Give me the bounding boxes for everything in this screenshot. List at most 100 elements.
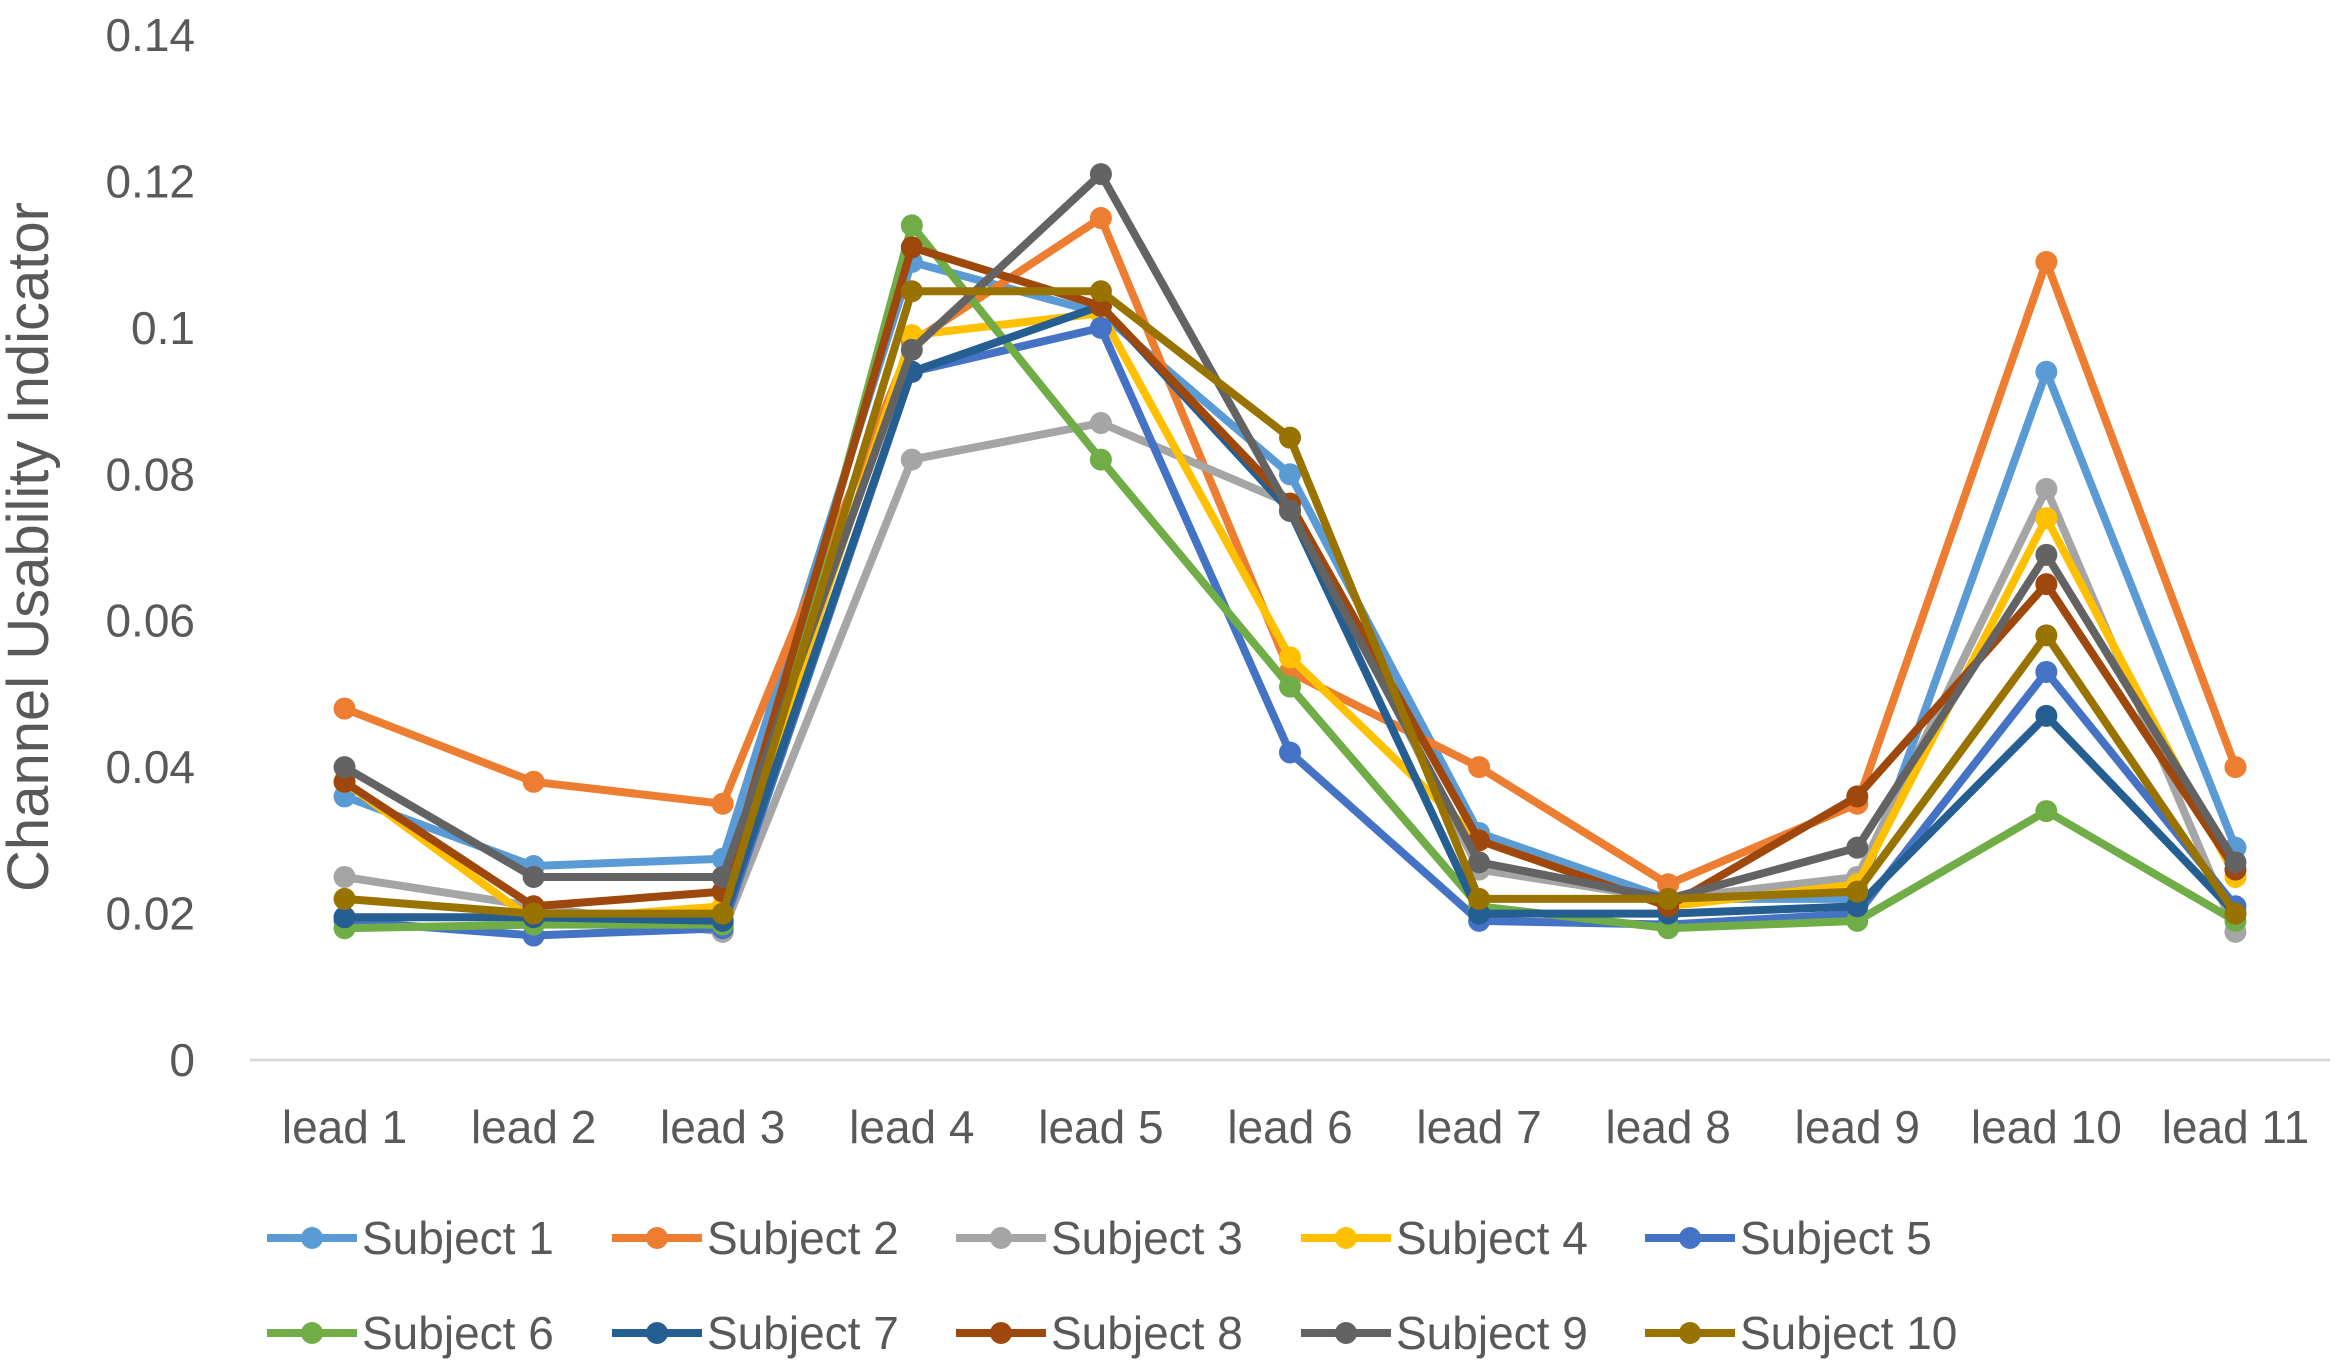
data-point [2035, 660, 2058, 683]
x-tick-label: lead 3 [660, 1101, 785, 1153]
legend-item: Subject 4 [1301, 1212, 1588, 1264]
data-point [333, 865, 356, 888]
legend-swatch-marker [990, 1322, 1012, 1344]
y-tick-label: 0.02 [105, 888, 195, 940]
data-point [2035, 704, 2058, 727]
data-point [1279, 426, 1301, 449]
series-9 [333, 163, 2247, 910]
series-line [340, 287, 2240, 918]
legend-swatch-marker [1335, 1322, 1357, 1344]
legend-swatch-marker [1679, 1322, 1701, 1344]
legend-label: Subject 2 [707, 1212, 899, 1264]
legend-label: Subject 1 [362, 1212, 554, 1264]
legend-label: Subject 7 [707, 1307, 899, 1359]
legend-swatch-marker [301, 1322, 323, 1344]
data-point [1089, 316, 1112, 339]
y-axis-title: Channel Usability Indicator [0, 202, 61, 892]
data-point [1279, 646, 1301, 669]
legend-item: Subject 1 [267, 1212, 554, 1264]
series-5 [333, 316, 2247, 947]
data-point [2224, 902, 2247, 925]
data-point [2035, 800, 2058, 823]
legend-label: Subject 3 [1051, 1212, 1243, 1264]
y-tick-label: 0 [169, 1034, 195, 1086]
data-point [2035, 624, 2058, 647]
data-point [1089, 163, 1112, 186]
series-line [340, 309, 2240, 925]
legend-label: Subject 6 [362, 1307, 554, 1359]
series-10 [333, 280, 2247, 925]
y-tick-label: 0.1 [131, 302, 195, 354]
x-tick-label: lead 2 [471, 1101, 596, 1153]
legend-swatch-marker [990, 1227, 1012, 1249]
data-point [1089, 448, 1112, 471]
legend-item: Subject 5 [1645, 1212, 1932, 1264]
legend-swatch-marker [1335, 1227, 1357, 1249]
legend-item: Subject 3 [956, 1212, 1243, 1264]
data-point [711, 792, 734, 815]
y-tick-label: 0.06 [105, 595, 195, 647]
legend-swatch-marker [1679, 1227, 1701, 1249]
legend-label: Subject 8 [1051, 1307, 1243, 1359]
data-point [1279, 741, 1301, 764]
y-axis-ticks: 0 0.02 0.04 0.06 0.08 0.1 0.12 0.14 [105, 9, 195, 1086]
data-point [333, 887, 356, 910]
legend-item: Subject 7 [612, 1307, 899, 1359]
series-line [340, 221, 2240, 933]
legend-swatch-marker [646, 1322, 668, 1344]
data-point [1468, 851, 1491, 874]
data-point [1279, 499, 1301, 522]
x-tick-label: lead 8 [1606, 1101, 1731, 1153]
x-tick-label: lead 11 [2162, 1101, 2310, 1153]
data-point [2035, 250, 2058, 273]
legend-label: Subject 4 [1396, 1212, 1588, 1264]
data-point [2224, 756, 2247, 779]
data-point [333, 697, 356, 720]
x-tick-label: lead 6 [1227, 1101, 1352, 1153]
x-tick-label: lead 4 [849, 1101, 974, 1153]
legend-item: Subject 2 [612, 1212, 899, 1264]
data-point [522, 865, 545, 888]
data-point [333, 756, 356, 779]
series-line [340, 301, 2240, 925]
y-tick-label: 0.08 [105, 448, 195, 500]
data-point [711, 902, 734, 925]
data-point [1657, 887, 1680, 910]
data-point [2035, 360, 2058, 383]
data-point [522, 902, 545, 925]
series-6 [333, 214, 2247, 940]
legend-swatch-marker [646, 1227, 668, 1249]
data-point [1089, 280, 1112, 303]
legend-item: Subject 6 [267, 1307, 554, 1359]
x-tick-label: lead 7 [1416, 1101, 1541, 1153]
x-tick-label: lead 1 [282, 1101, 407, 1153]
y-tick-label: 0.04 [105, 741, 195, 793]
data-point [333, 906, 356, 929]
series-line [340, 214, 2240, 889]
data-point [1089, 412, 1112, 435]
data-point [1279, 463, 1301, 486]
x-axis-ticks: lead 1 lead 2 lead 3 lead 4 lead 5 lead 6 lead… [282, 1101, 2309, 1153]
data-point [2224, 851, 2247, 874]
legend-label: Subject 10 [1740, 1307, 1957, 1359]
data-point [2035, 573, 2058, 596]
y-tick-label: 0.14 [105, 9, 195, 61]
data-point [1279, 675, 1301, 698]
data-point [2035, 477, 2058, 500]
legend-item: Subject 8 [956, 1307, 1243, 1359]
x-tick-label: lead 10 [1971, 1101, 2122, 1153]
data-point [900, 338, 923, 361]
series-lines [333, 163, 2247, 947]
legend-item: Subject 9 [1301, 1307, 1588, 1359]
data-point [2035, 507, 2058, 530]
data-point [1468, 756, 1491, 779]
legend-label: Subject 5 [1740, 1212, 1932, 1264]
data-point [900, 214, 923, 237]
data-point [900, 236, 923, 259]
legend-label: Subject 9 [1396, 1307, 1588, 1359]
x-tick-label: lead 9 [1795, 1101, 1920, 1153]
series-2 [333, 207, 2247, 896]
legend-swatch-marker [301, 1227, 323, 1249]
data-point [1089, 207, 1112, 230]
